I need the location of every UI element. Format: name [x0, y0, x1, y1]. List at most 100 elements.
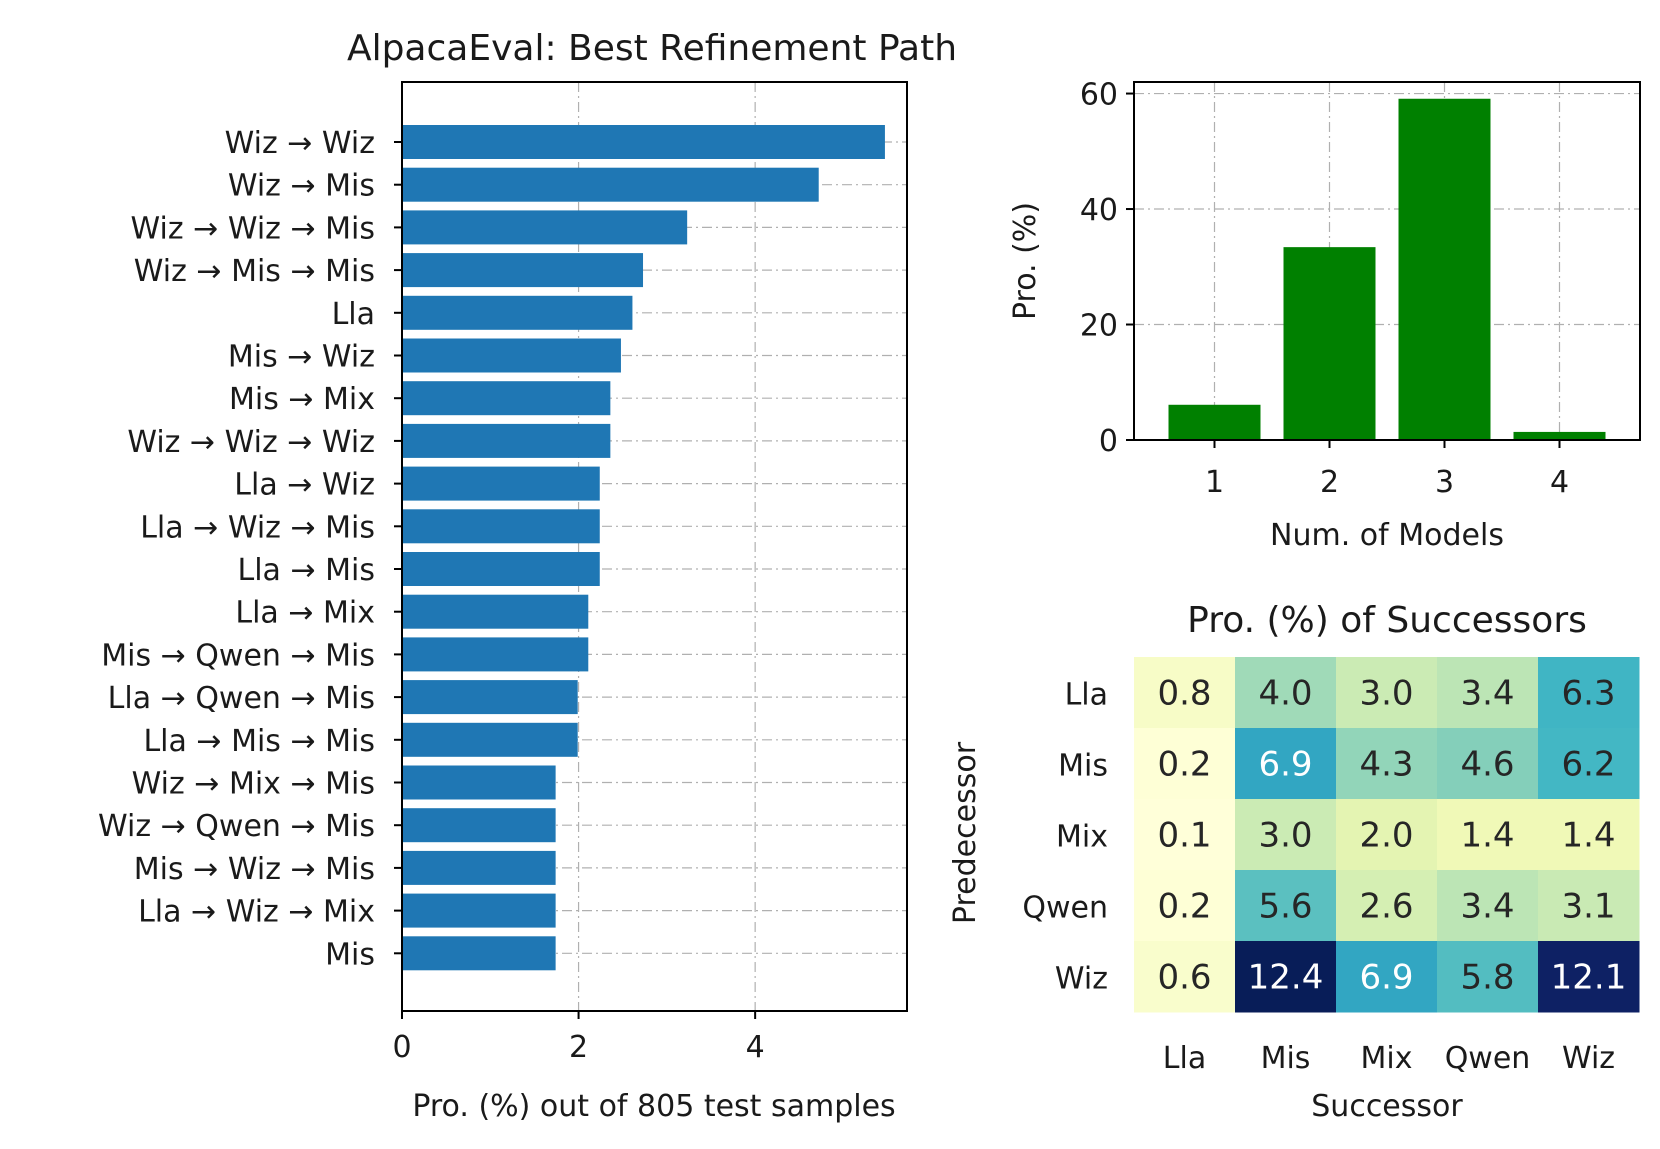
- x-tick-label: 2: [569, 1030, 588, 1065]
- y-tick-label: Lla → Wiz → Mis: [140, 510, 375, 545]
- y-tick-label: Lla: [332, 297, 375, 332]
- bar: [1283, 247, 1376, 440]
- bar: [402, 594, 589, 629]
- heatmap-cell: [1336, 799, 1438, 871]
- x-tick-label: 2: [1320, 465, 1339, 500]
- heatmap-row-label: Mix: [1056, 820, 1108, 855]
- heatmap-cell-value: 3.1: [1561, 887, 1615, 927]
- bar: [1168, 404, 1261, 440]
- y-tick-label: Lla → Mis: [238, 553, 376, 588]
- y-tick-label: Wiz → Wiz → Mis: [131, 211, 375, 246]
- y-tick-label: 60: [1080, 78, 1118, 113]
- bar: [402, 680, 578, 715]
- y-tick-label: Lla → Wiz: [234, 468, 375, 503]
- refinement-chart-x-axis-label: Pro. (%) out of 805 test samples: [412, 1089, 895, 1124]
- bar: [1513, 431, 1606, 440]
- heatmap-y-axis-label: Predecessor: [948, 741, 983, 924]
- heatmap-cell-value: 3.4: [1460, 674, 1514, 714]
- bar: [402, 381, 611, 416]
- heatmap-cell: [1437, 657, 1539, 729]
- heatmap-cell-value: 4.3: [1359, 745, 1413, 785]
- heatmap-column-label: Mis: [1261, 1041, 1311, 1076]
- y-tick-label: Lla → Qwen → Mis: [108, 681, 375, 716]
- heatmap-cell-value: 5.8: [1460, 958, 1514, 998]
- heatmap-cell-value: 6.9: [1258, 745, 1312, 785]
- heatmap-cell: [1437, 870, 1539, 942]
- heatmap-cell: [1134, 728, 1236, 800]
- refinement-chart-title: AlpacaEval: Best Refinement Path: [347, 28, 957, 69]
- bar: [402, 125, 885, 159]
- heatmap-cell-value: 0.8: [1157, 674, 1211, 714]
- heatmap-column-label: Mix: [1361, 1041, 1413, 1076]
- heatmap-cell: [1538, 870, 1640, 942]
- bar: [402, 253, 644, 288]
- y-tick-label: 20: [1080, 309, 1118, 344]
- y-tick-label: Lla → Mix: [235, 596, 375, 631]
- bar: [402, 338, 621, 373]
- heatmap-cell: [1538, 728, 1640, 800]
- y-tick-label: Wiz → Mix → Mis: [132, 767, 375, 802]
- heatmap-cell: [1235, 799, 1337, 871]
- heatmap-cell-value: 6.2: [1561, 745, 1615, 785]
- heatmap-cell-value: 0.1: [1157, 816, 1211, 856]
- heatmap-cell: [1235, 941, 1337, 1013]
- heatmap-cell-value: 3.0: [1258, 816, 1312, 856]
- heatmap-cell-value: 2.6: [1359, 887, 1413, 927]
- bar: [402, 936, 556, 971]
- bar: [402, 722, 578, 757]
- y-tick-label: Lla → Wiz → Mix: [138, 895, 375, 930]
- heatmap-cell: [1336, 870, 1438, 942]
- bar: [402, 637, 589, 672]
- heatmap-row-label: Lla: [1065, 678, 1108, 713]
- bar: [402, 167, 819, 202]
- heatmap-cell-value: 4.0: [1258, 674, 1312, 714]
- y-tick-label: Wiz → Qwen → Mis: [98, 809, 375, 844]
- heatmap-cell: [1235, 657, 1337, 729]
- heatmap-cell-value: 12.4: [1248, 958, 1324, 998]
- y-tick-label: Wiz → Mis → Mis: [134, 254, 375, 289]
- bar: [402, 850, 556, 885]
- heatmap-column-label: Qwen: [1445, 1041, 1531, 1076]
- heatmap-cell: [1538, 799, 1640, 871]
- heatmap-cell: [1134, 870, 1236, 942]
- num-models-chart-frame: [1133, 81, 1641, 441]
- bar: [402, 808, 556, 843]
- heatmap-cell-value: 0.2: [1157, 887, 1211, 927]
- bar: [1398, 98, 1491, 440]
- y-tick-label: Mis: [325, 937, 375, 972]
- heatmap-cell-value: 2.0: [1359, 816, 1413, 856]
- heatmap-row-label: Mis: [1058, 749, 1108, 784]
- y-tick-label: Mis → Mix: [229, 382, 375, 417]
- heatmap-cell: [1134, 799, 1236, 871]
- y-tick-label: Mis → Wiz → Mis: [134, 852, 375, 887]
- bar: [402, 552, 600, 586]
- heatmap-cell-value: 3.4: [1460, 887, 1514, 927]
- y-tick-label: 40: [1080, 193, 1118, 228]
- bar: [402, 509, 600, 544]
- successor-heatmap: Pro. (%) of Successors 0.8 4.0 3.0 3.4 6.3 0.…: [948, 600, 1640, 1124]
- bar: [402, 765, 556, 800]
- y-tick-label: Wiz → Wiz: [225, 126, 375, 161]
- heatmap-cell-value: 4.6: [1460, 745, 1514, 785]
- heatmap-cell: [1235, 870, 1337, 942]
- heatmap-cell: [1437, 728, 1539, 800]
- heatmap-cell: [1336, 657, 1438, 729]
- heatmap-cell-value: 6.3: [1561, 674, 1615, 714]
- y-tick-label: Lla → Mis → Mis: [143, 724, 375, 759]
- heatmap-x-axis-label: Successor: [1311, 1089, 1463, 1124]
- heatmap-cell: [1437, 799, 1539, 871]
- bar: [402, 210, 688, 245]
- heatmap-cell-value: 0.6: [1157, 958, 1211, 998]
- x-tick-label: 0: [392, 1030, 411, 1065]
- heatmap-cell: [1437, 941, 1539, 1013]
- bar: [402, 423, 611, 458]
- heatmap-cell: [1336, 941, 1438, 1013]
- heatmap-cell-value: 5.6: [1258, 887, 1312, 927]
- heatmap-cell: [1538, 657, 1640, 729]
- y-tick-label: 0: [1099, 424, 1118, 459]
- x-tick-label: 4: [746, 1030, 765, 1065]
- heatmap-cell: [1235, 728, 1337, 800]
- heatmap-cell-value: 0.2: [1157, 745, 1211, 785]
- refinement-chart-frame: [401, 81, 908, 1012]
